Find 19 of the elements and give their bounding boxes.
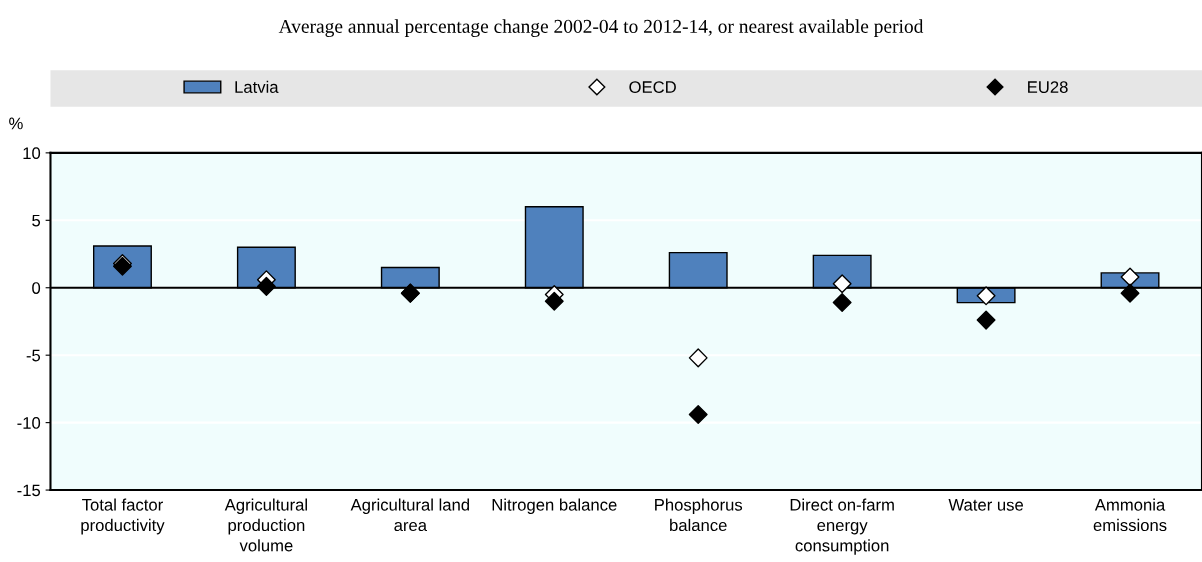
x-tick-label: Direct on-farm energy consumption [790,498,894,555]
y-tick-label: 10 [23,147,41,160]
y-axis-title: % [9,117,23,130]
x-tick-label: Nitrogen balance [492,498,617,515]
y-tick-label: -10 [17,417,41,429]
x-tick-label: Water use [948,499,1024,511]
legend-label: OECD [629,81,676,93]
y-tick-label: -5 [26,349,41,362]
x-tick-label: Agricultural land area [350,498,470,532]
x-tick-label: Agricultural production volume [224,498,307,552]
chart-title: Average annual percentage change 2002-04 to 2012-14, or nearest available period [278,19,924,37]
legend-label: EU28 [1028,81,1068,93]
y-tick-label: 0 [32,282,41,294]
y-tick-label: -15 [17,484,41,497]
y-tick-label: 5 [32,214,41,227]
x-tick-label: Ammonia emissions [1093,498,1167,532]
x-tick-label: Phosphorus balance [655,498,743,532]
legend-label: Latvia [235,80,279,93]
x-tick-label: Total factor productivity [81,498,165,535]
